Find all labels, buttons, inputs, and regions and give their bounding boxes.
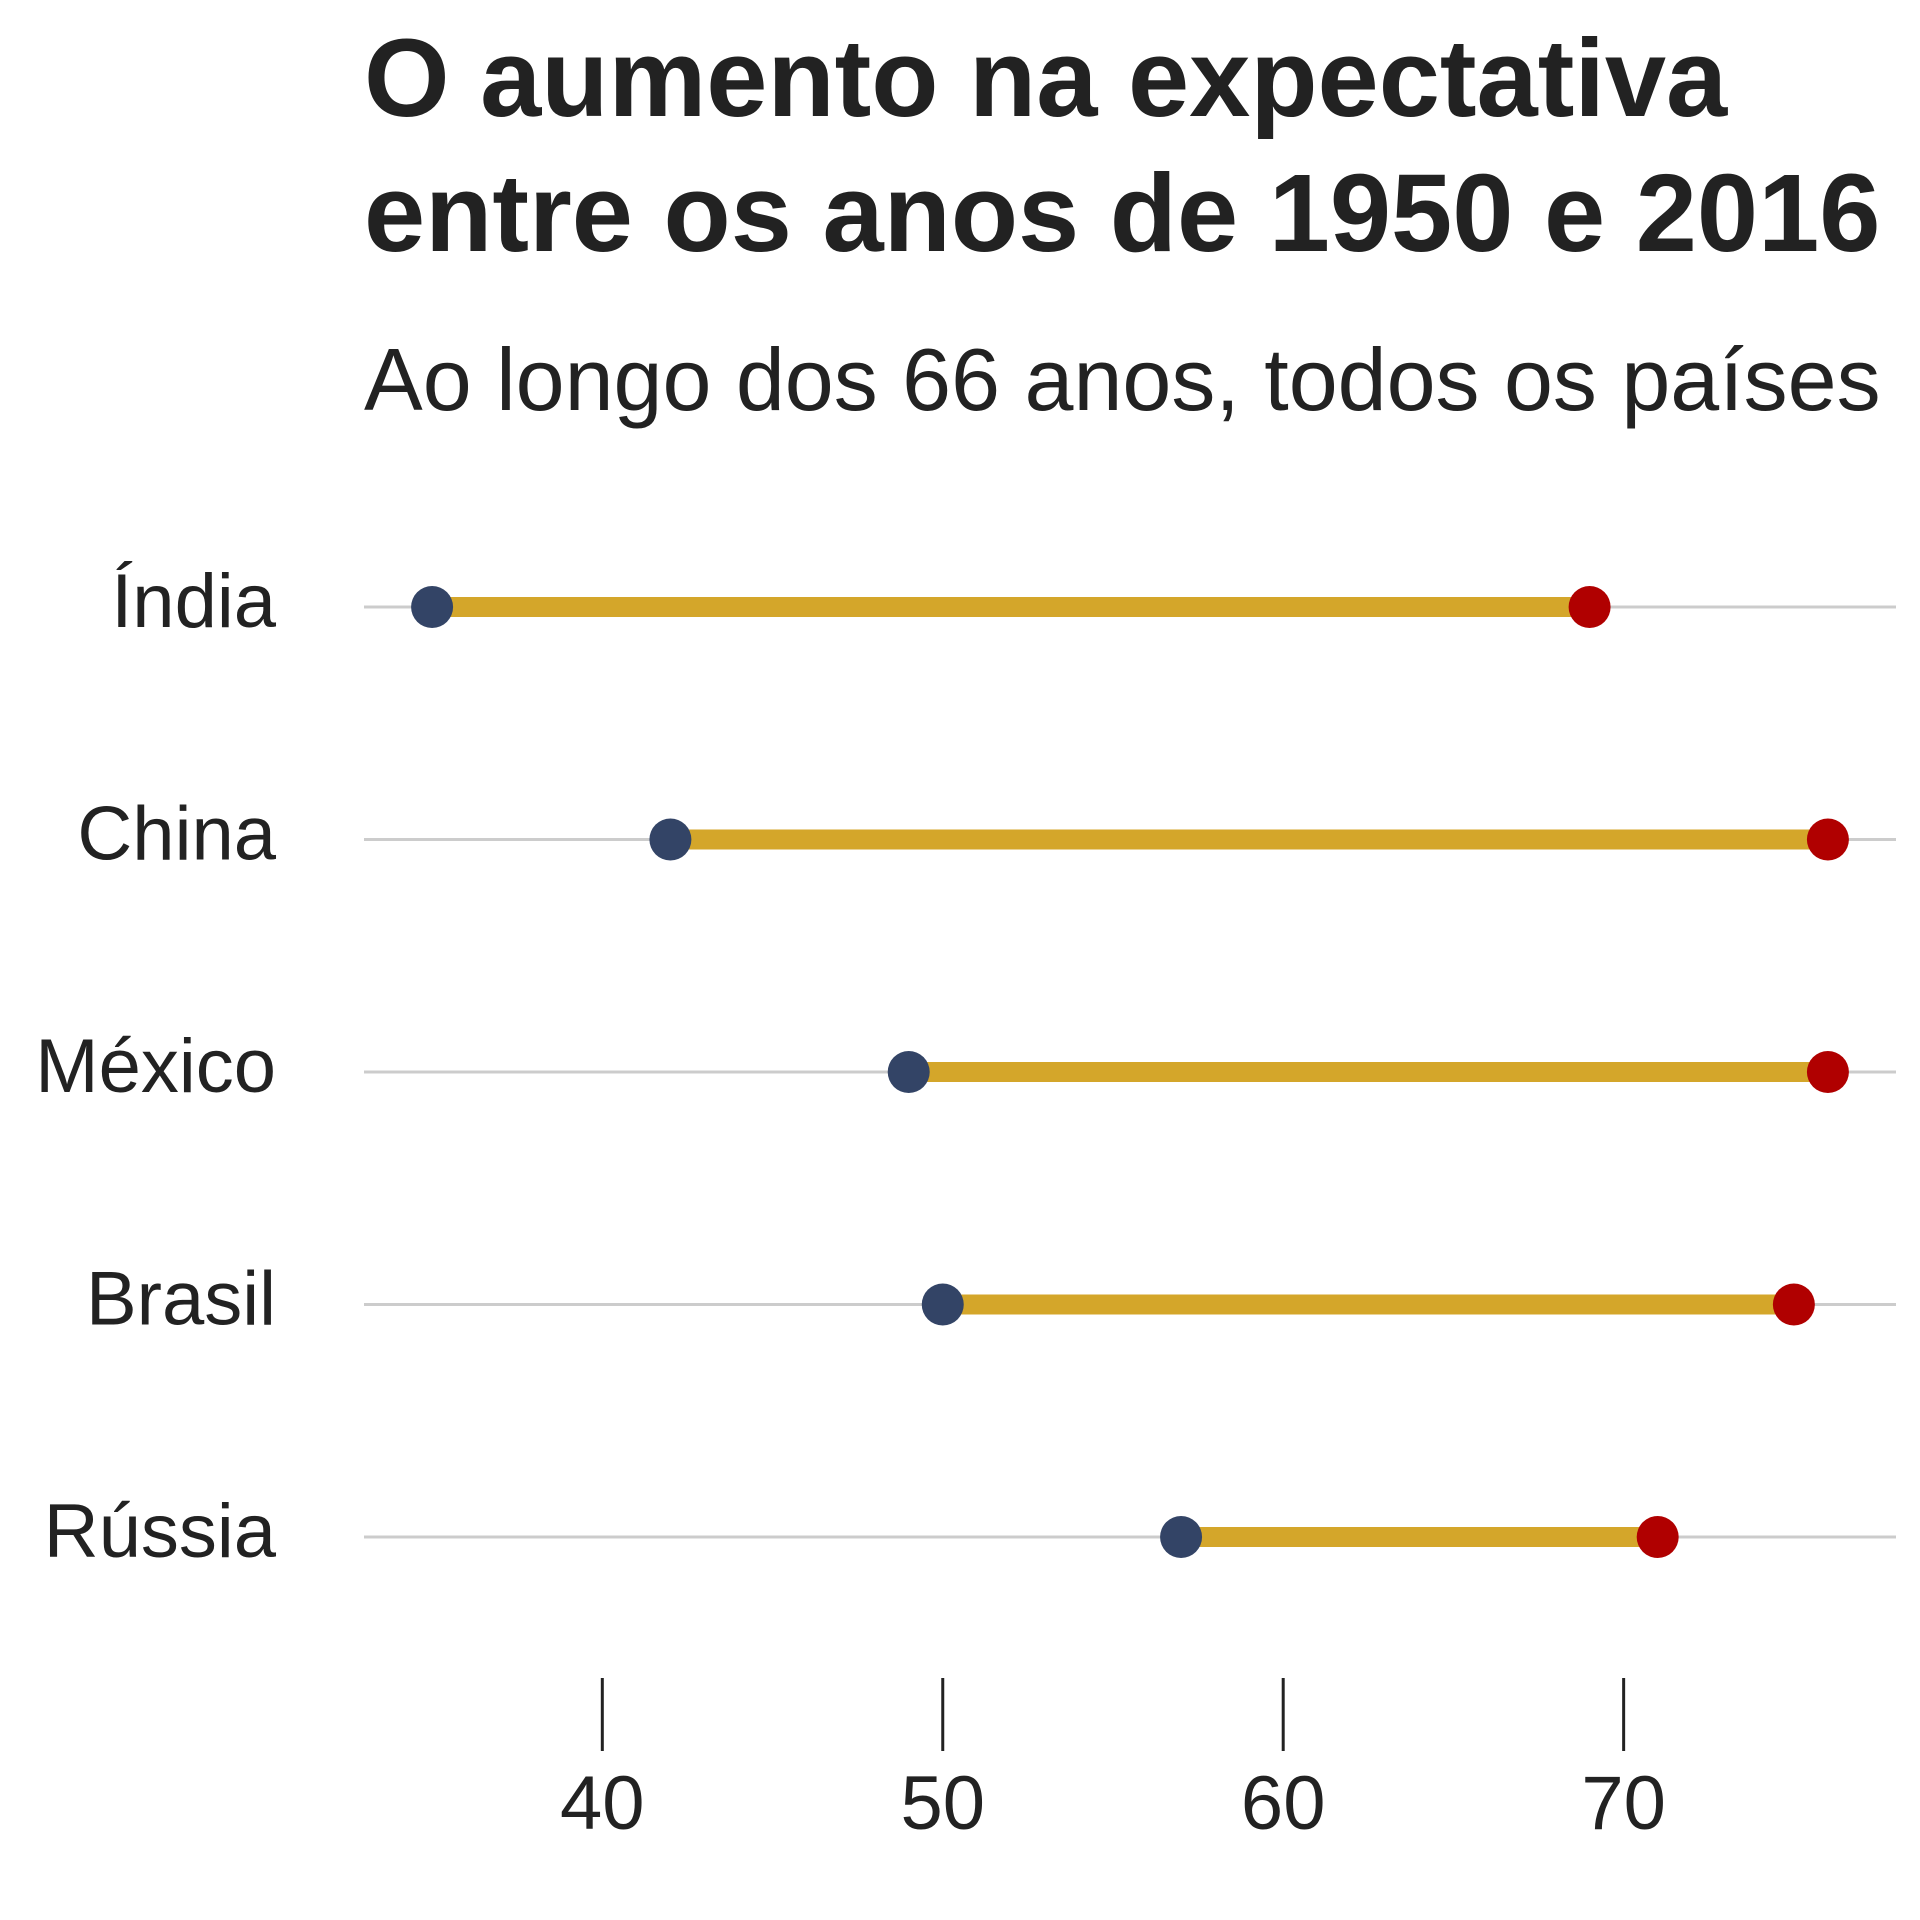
dot <box>887 1051 930 1093</box>
y-tick-label: Índia <box>111 559 277 644</box>
dot <box>411 586 454 628</box>
y-tick-label: China <box>77 792 276 877</box>
chart-title: O aumento na expectativa <box>364 17 1728 140</box>
x-tick-label: 60 <box>1241 1761 1326 1846</box>
x-tick-label: 50 <box>900 1761 985 1846</box>
x-tick-label: 40 <box>560 1761 645 1846</box>
dot <box>921 1283 964 1326</box>
chart-title: entre os anos de 1950 e 2016 <box>364 152 1880 275</box>
dot <box>1160 1516 1203 1558</box>
dot <box>1568 586 1611 628</box>
chart-subtitle: Ao longo dos 66 anos, todos os países <box>364 330 1881 429</box>
y-tick-label: Rússia <box>44 1489 277 1574</box>
dot <box>1772 1283 1815 1326</box>
dot <box>1806 818 1849 861</box>
y-tick-label: Brasil <box>86 1257 276 1342</box>
dot <box>1636 1516 1679 1558</box>
dot <box>1806 1051 1849 1093</box>
y-tick-label: México <box>35 1024 276 1109</box>
x-tick-label: 70 <box>1581 1761 1666 1846</box>
dot <box>649 818 692 861</box>
